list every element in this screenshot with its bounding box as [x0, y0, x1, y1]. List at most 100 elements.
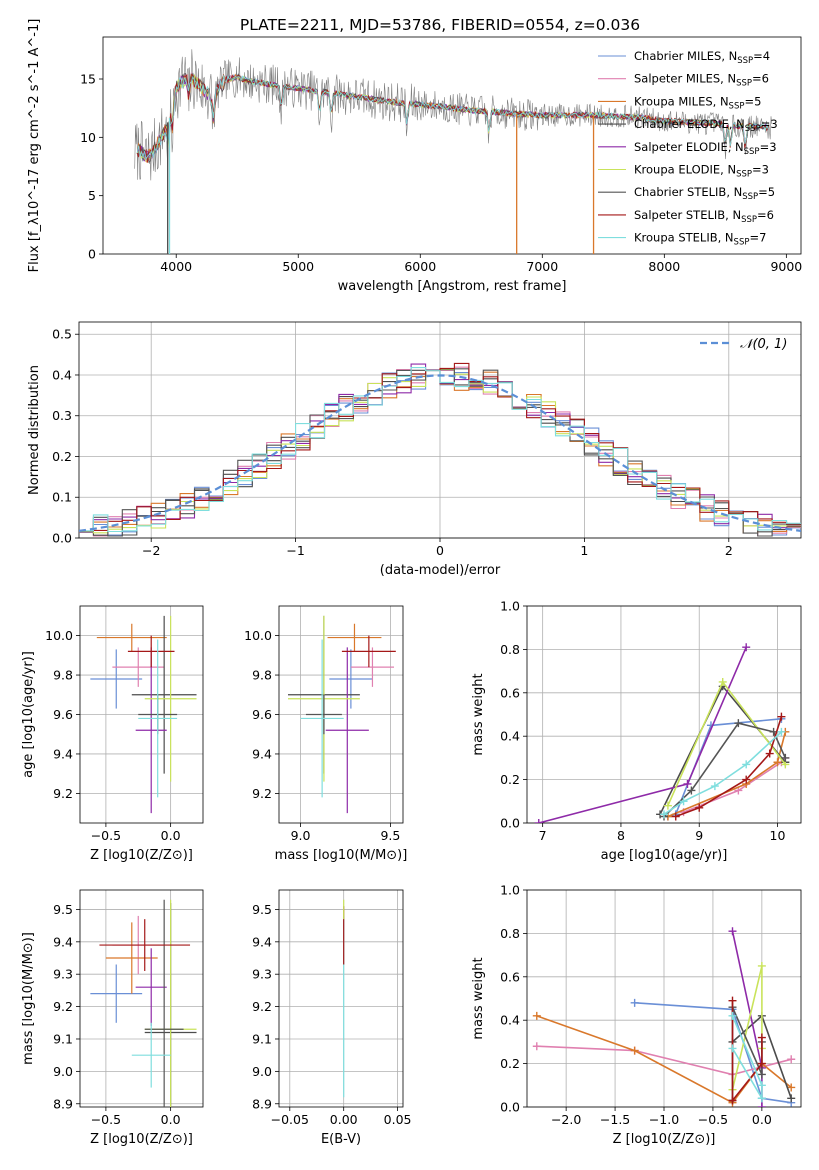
y-tick-label: 0.2 [500, 772, 520, 787]
weight-marker [687, 786, 696, 795]
legend-label: Salpeter STELIB, NSSP=6 [634, 208, 774, 225]
y-tick-label: 0.0 [500, 1100, 520, 1115]
x-tick-label: 0.0 [752, 1112, 772, 1127]
y-tick-label: 0.4 [52, 367, 72, 382]
errorbars [90, 899, 197, 1107]
histogram-step [79, 362, 801, 532]
legend-label: Kroupa ELODIE, NSSP=3 [634, 163, 769, 180]
legend-label: Salpeter ELODIE, NSSP=3 [634, 140, 777, 157]
y-tick-label: 9.3 [252, 967, 272, 982]
x-axis-label: Z [log10(Z/Z⊙)] [90, 848, 193, 863]
y-tick-label: 9.8 [252, 668, 272, 683]
weight-marker [757, 961, 766, 970]
y-tick-label: 9.6 [252, 707, 272, 722]
x-tick-label: −0.5 [91, 828, 121, 843]
weight-marker [679, 797, 688, 806]
y-axis-label: Normed distribution [27, 365, 42, 495]
residual-histogram-panel: −2 −1 0 1 2 0.0 0.1 0.2 0.3 0.4 0.5 (data-model)/er… [27, 321, 802, 578]
spectrum-legend: Chabrier MILES, NSSP=4 Salpeter MILES, NS… [598, 49, 778, 248]
normal-curve [79, 374, 801, 532]
axes-frame [79, 889, 204, 1108]
age-vs-metallicity-panel: −0.5 0.0 9.2 9.4 9.6 9.8 10.0 Z [log10(Z/Z⊙)] ag… [21, 605, 204, 863]
x-tick-label: 7000 [526, 259, 558, 274]
axes-frame [278, 605, 404, 824]
weight-marker [757, 1059, 766, 1068]
weight-marker [728, 927, 737, 936]
y-axis-label: age [log10(age/yr)] [21, 651, 36, 778]
spectrum-lines [134, 49, 772, 254]
x-tick-label: 9.0 [291, 828, 311, 843]
x-tick-label: 6000 [404, 259, 436, 274]
y-tick-label: 0.4 [500, 1013, 520, 1028]
y-tick-label: 5 [88, 188, 96, 203]
weight-marker [728, 1011, 737, 1020]
y-tick-label: 0.0 [500, 816, 520, 831]
weight-marker [742, 643, 751, 652]
weight-marker [757, 1081, 766, 1090]
x-tick-label: −2.0 [551, 1112, 581, 1127]
age-vs-mass-panel: 9.0 9.5 9.2 9.4 9.6 9.8 10.0 mass [log10(M/M⊙)] [244, 605, 408, 863]
axes-frame [526, 605, 802, 824]
weight-marker [773, 758, 782, 767]
y-tick-label: 0.3 [52, 408, 72, 423]
y-tick-label: 0 [88, 247, 96, 262]
y-tick-label: 9.8 [53, 668, 73, 683]
x-tick-label: 0.0 [161, 828, 181, 843]
legend-label: Chabrier STELIB, NSSP=5 [634, 185, 775, 202]
y-tick-label: 9.2 [252, 786, 272, 801]
weight-vs-age-panel: 7 8 9 10 0.0 0.2 0.4 0.6 0.8 1.0 age [log10(age/yr… [471, 599, 802, 863]
x-tick-label: 9.5 [380, 828, 400, 843]
y-tick-label: 0.6 [500, 685, 520, 700]
weight-line [634, 1002, 792, 1104]
x-tick-label: 1 [580, 543, 588, 558]
x-tick-label: 10 [770, 828, 786, 843]
weight-marker [787, 1094, 796, 1103]
y-tick-label: 9.5 [53, 902, 73, 917]
weight-marker [728, 1044, 737, 1053]
y-tick-label: 8.9 [53, 1096, 73, 1111]
y-tick-label: 0.8 [500, 642, 520, 657]
y-tick-label: 9.4 [252, 934, 272, 949]
weight-marker [663, 801, 672, 810]
model-spectrum [136, 73, 769, 163]
weight-line [675, 716, 783, 818]
y-tick-label: 0.4 [500, 729, 520, 744]
weight-marker [765, 749, 774, 758]
y-tick-label: 1.0 [500, 599, 520, 614]
weight-marker [671, 812, 680, 821]
y-tick-label: 0.5 [52, 327, 72, 342]
weight-marker [757, 1033, 766, 1042]
y-tick-label: 9.4 [53, 934, 73, 949]
axes-frame [78, 321, 802, 539]
x-tick-label: 8000 [648, 259, 680, 274]
y-tick-label: 9.4 [252, 746, 272, 761]
y-tick-label: 9.1 [53, 1031, 73, 1046]
legend-label: Kroupa STELIB, NSSP=7 [634, 231, 766, 248]
weight-line [667, 731, 787, 818]
y-tick-label: 9.0 [252, 1064, 272, 1079]
weight-marker [710, 782, 719, 791]
y-tick-label: 9.0 [53, 1064, 73, 1079]
x-axis-label: mass [log10(M/M⊙)] [275, 848, 408, 863]
x-tick-label: −0.5 [698, 1112, 728, 1127]
y-tick-label: 0.0 [52, 531, 72, 546]
weight-marker [534, 819, 543, 823]
y-tick-label: 9.2 [53, 999, 73, 1014]
weight-marker [742, 760, 751, 769]
weight-marker [742, 775, 751, 784]
y-axis-label: mass weight [471, 673, 486, 755]
axes-frame [102, 36, 802, 255]
weight-marker [532, 1011, 541, 1020]
weight-marker [757, 1094, 766, 1103]
x-tick-label: −0.5 [91, 1112, 121, 1127]
x-tick-label: −0.05 [271, 1112, 309, 1127]
x-axis-label: wavelength [Angstrom, rest frame] [338, 279, 567, 294]
x-axis-label: (data-model)/error [380, 563, 501, 578]
errorbars [90, 615, 197, 814]
x-axis-label: Z [log10(Z/Z⊙)] [90, 1132, 193, 1147]
axes-frame [79, 605, 204, 824]
x-tick-label: 0.00 [330, 1112, 358, 1127]
y-tick-label: 10.0 [45, 628, 73, 643]
y-tick-label: 9.1 [252, 1031, 272, 1046]
weight-marker [728, 1096, 737, 1105]
